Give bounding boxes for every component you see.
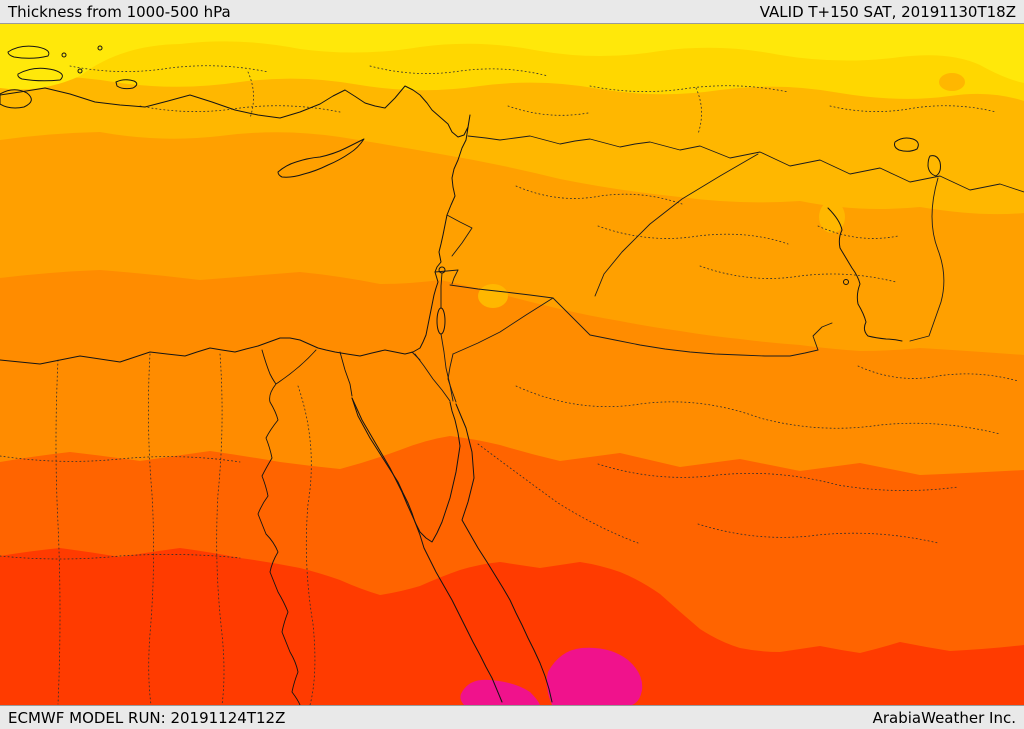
admin-border [697, 523, 939, 544]
map-title: Thickness from 1000-500 hPa [8, 2, 231, 21]
coastline-sinai [351, 397, 461, 543]
band-bright-yellow [0, 24, 1024, 90]
river-jordan [440, 272, 443, 309]
admin-border [507, 105, 589, 116]
amber-spot-northeast-2 [979, 101, 997, 115]
border-jordan-saudi-south [447, 353, 457, 403]
valid-time-label: VALID T+150 SAT, 20191130T18Z [759, 2, 1016, 21]
admin-border [857, 365, 1019, 382]
band-magenta-blob-east [546, 647, 643, 705]
band-magenta-blob-west [460, 679, 540, 705]
status-bar: ECMWF MODEL RUN: 20191124T12Z ArabiaWeat… [0, 705, 1024, 729]
border-iraq-iran [909, 177, 945, 342]
admin-border [148, 353, 154, 705]
border-syria-jordan [449, 284, 554, 299]
admin-border [699, 265, 897, 283]
admin-border [139, 105, 341, 113]
gulf-island [843, 279, 849, 285]
coastline-islet [77, 68, 83, 74]
river-nile [257, 349, 317, 705]
border-kuwait [812, 322, 833, 351]
admin-border [515, 185, 683, 205]
band-red [0, 548, 1024, 705]
admin-border [69, 65, 269, 73]
thickness-bands [0, 24, 1024, 705]
border-syria-iraq [594, 153, 759, 297]
lake-urmia [927, 155, 941, 177]
coastline-persian-gulf [827, 207, 903, 342]
border-lebanon-east [446, 214, 473, 257]
country-borders [411, 135, 1024, 403]
lake-van [894, 137, 919, 152]
admin-border [589, 85, 789, 93]
coastline-red-sea-west [351, 397, 503, 703]
admin-border [597, 463, 959, 491]
coastline-islet [97, 45, 103, 51]
amber-spot-northeast-1 [939, 73, 965, 91]
admin-border [597, 225, 789, 245]
admin-border [216, 353, 225, 705]
admin-border [829, 105, 997, 113]
admin-border [515, 385, 1001, 435]
coastline-aegean-island [7, 45, 50, 59]
border-turkey-syria-iraq [467, 135, 1024, 193]
border-gaza [411, 351, 421, 361]
border-israel-jordan [440, 333, 454, 402]
admin-border [369, 65, 549, 77]
title-bar: Thickness from 1000-500 hPa VALID T+150 … [0, 0, 1024, 24]
coastline-mediterranean [0, 85, 471, 365]
coastline-aegean-island [115, 79, 138, 90]
border-jordan-saudi-iraq [452, 297, 819, 357]
border-israel-egypt [414, 353, 451, 402]
thickness-map-svg [0, 24, 1024, 705]
border-golan [451, 269, 459, 285]
coastline-aegean-island [17, 67, 63, 82]
rivers [257, 272, 443, 705]
coastline-aegean-island [0, 89, 32, 109]
admin-border [0, 455, 241, 463]
suez-canal [339, 351, 353, 397]
admin-border [0, 554, 241, 560]
admin-border [55, 359, 61, 705]
coastline-cyprus [277, 138, 365, 178]
coastline-islet [61, 52, 67, 58]
admin-border [695, 87, 702, 135]
coastlines [0, 45, 941, 703]
weather-map [0, 24, 1024, 705]
amber-spot-gulf [819, 201, 845, 233]
admin-borders [0, 65, 1019, 705]
admin-border [247, 71, 254, 119]
model-run-label: ECMWF MODEL RUN: 20191124T12Z [8, 708, 286, 727]
brand-label: ArabiaWeather Inc. [872, 708, 1016, 727]
coastline-red-sea-east [455, 403, 553, 703]
amber-spot-jordan [478, 284, 508, 308]
admin-border [817, 225, 899, 239]
